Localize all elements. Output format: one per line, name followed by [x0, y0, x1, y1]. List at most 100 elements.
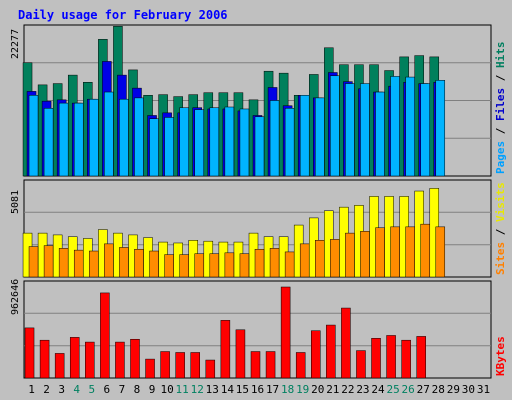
bar-pages-day-17: [269, 100, 280, 177]
x-tick-label-day-13: 13: [206, 383, 219, 396]
bar-pages-day-2: [43, 108, 54, 177]
bar-pages-day-16: [254, 116, 265, 177]
bar-pages-day-26: [405, 76, 415, 177]
bar-sites-day-27: [420, 223, 430, 278]
bar-sites-day-22: [345, 232, 355, 278]
bar-sites-day-24: [375, 227, 385, 278]
bar-kbytes-day-5: [85, 341, 95, 379]
y-axis-legend: KBytes: [494, 336, 507, 376]
bar-kbytes-day-13: [205, 359, 216, 379]
bar-sites-day-13: [209, 253, 220, 278]
bar-kbytes-day-18: [280, 286, 291, 379]
bar-kbytes-day-12: [190, 352, 200, 379]
bar-pages-day-10: [164, 117, 174, 177]
bar-pages-day-11: [179, 107, 189, 177]
x-tick-label-day-2: 2: [43, 383, 50, 396]
bar-pages-day-1: [28, 95, 39, 177]
bar-sites-day-19: [299, 243, 310, 278]
x-axis-day-labels: 1 2 3 4 5 6 7 8 9 10 11 12 13 14 15 16 17 18 19 20 21 22 23 24 2…: [28, 383, 490, 396]
bar-kbytes-day-24: [371, 338, 381, 379]
bar-sites-day-1: [28, 246, 39, 278]
bar-sites-day-2: [43, 245, 54, 278]
legend-kbytes: KBytes: [494, 336, 507, 376]
x-tick-label-day-30: 30: [462, 383, 475, 396]
x-tick-label-day-22: 22: [341, 383, 354, 396]
legend-pages: Pages: [494, 141, 507, 174]
bar-sites-day-25: [390, 226, 400, 278]
x-tick-label-day-23: 23: [356, 383, 369, 396]
bar-pages-day-12: [194, 109, 204, 177]
x-tick-label-day-8: 8: [134, 383, 141, 396]
bar-kbytes-day-26: [401, 339, 411, 379]
legend-separator: /: [494, 121, 507, 141]
bar-kbytes-day-25: [386, 335, 396, 379]
bar-sites-day-16: [254, 248, 265, 278]
x-tick-label-day-19: 19: [296, 383, 309, 396]
bar-kbytes-day-1: [24, 327, 35, 379]
x-tick-label-day-6: 6: [104, 383, 111, 396]
bar-sites-day-7: [119, 247, 129, 278]
bar-pages-day-15: [239, 108, 250, 177]
legend-visits: Visits: [494, 182, 507, 222]
bar-kbytes-day-8: [130, 338, 140, 379]
bar-pages-day-23: [360, 83, 370, 177]
bar-pages-day-9: [149, 118, 159, 177]
bar-kbytes-day-15: [235, 329, 246, 379]
x-tick-label-day-25: 25: [386, 383, 399, 396]
x-tick-label-day-29: 29: [447, 383, 460, 396]
x-tick-label-day-18: 18: [281, 383, 294, 396]
legend-separator: /: [494, 68, 507, 88]
bar-pages-day-21: [330, 75, 340, 177]
bar-sites-day-12: [194, 253, 204, 278]
bar-sites-day-18: [284, 251, 295, 278]
bar-sites-day-11: [179, 254, 189, 278]
bar-kbytes-day-10: [160, 351, 170, 379]
bar-pages-day-7: [119, 98, 129, 177]
bar-pages-day-24: [375, 91, 385, 177]
x-tick-label-day-17: 17: [266, 383, 279, 396]
bar-kbytes-day-20: [311, 330, 321, 379]
x-tick-label-day-21: 21: [326, 383, 339, 396]
x-tick-label-day-28: 28: [432, 383, 445, 396]
bar-kbytes-day-27: [416, 336, 426, 379]
bar-kbytes-day-22: [341, 307, 351, 379]
x-tick-label-day-26: 26: [402, 383, 415, 396]
x-tick-label-day-7: 7: [119, 383, 126, 396]
x-tick-label-day-10: 10: [160, 383, 173, 396]
bar-pages-day-4: [73, 102, 84, 177]
bar-kbytes-day-7: [115, 341, 125, 379]
panel-visits-sites: 5081 Sites / Visits: [10, 179, 507, 278]
bar-pages-day-14: [224, 106, 235, 177]
bar-sites-day-8: [134, 248, 144, 278]
bar-pages-day-3: [58, 102, 69, 177]
x-tick-label-day-15: 15: [236, 383, 249, 396]
legend-sites: Sites: [494, 242, 507, 275]
x-tick-label-day-1: 1: [28, 383, 35, 396]
panel-kbytes: 962646 KBytes: [10, 279, 507, 379]
bar-kbytes-day-16: [250, 351, 261, 379]
x-tick-label-day-3: 3: [58, 383, 65, 396]
x-tick-label-day-31: 31: [477, 383, 490, 396]
bar-kbytes-day-14: [220, 320, 231, 379]
x-tick-label-day-24: 24: [371, 383, 385, 396]
bar-sites-day-3: [58, 248, 69, 278]
y-max-label: 5081: [10, 190, 21, 214]
bar-kbytes-day-2: [39, 339, 50, 379]
bar-sites-day-14: [224, 252, 235, 278]
bar-pages-day-6: [104, 91, 114, 177]
chart-panels: 22277 Pages / Files / Hits 5081 Sites / Vis…: [10, 24, 507, 379]
x-tick-label-day-12: 12: [191, 383, 204, 396]
bar-sites-day-15: [239, 253, 250, 278]
legend-separator: /: [494, 222, 507, 242]
bar-kbytes-day-6: [100, 292, 110, 379]
x-tick-label-day-5: 5: [88, 383, 95, 396]
bar-pages-day-18: [284, 108, 295, 177]
legend-hits: Hits: [494, 42, 507, 69]
bar-sites-day-17: [269, 248, 280, 278]
bar-pages-day-20: [315, 97, 325, 177]
y-max-label: 962646: [10, 279, 21, 315]
y-axis-legend: Sites / Visits: [494, 182, 507, 275]
bar-pages-day-5: [89, 98, 99, 177]
